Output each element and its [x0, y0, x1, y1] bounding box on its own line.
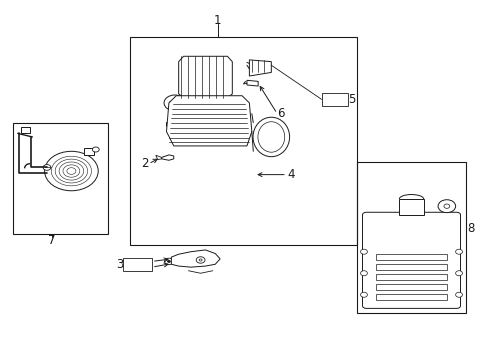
Bar	[83, 148, 94, 155]
Polygon shape	[171, 250, 220, 267]
Circle shape	[164, 258, 173, 265]
Text: 5: 5	[347, 93, 355, 106]
Bar	[21, 127, 30, 134]
Bar	[375, 253, 446, 260]
Circle shape	[360, 271, 366, 276]
Polygon shape	[156, 155, 161, 159]
Circle shape	[44, 151, 98, 191]
Circle shape	[455, 292, 462, 297]
Bar	[375, 264, 446, 270]
Circle shape	[455, 249, 462, 254]
Bar	[13, 123, 108, 234]
Bar	[321, 93, 347, 106]
Circle shape	[43, 165, 51, 170]
Bar	[130, 37, 356, 244]
Ellipse shape	[257, 122, 284, 152]
Polygon shape	[249, 60, 271, 76]
Bar	[356, 162, 466, 313]
Bar	[375, 294, 446, 300]
Text: 2: 2	[141, 157, 148, 170]
Bar	[375, 274, 446, 280]
Bar	[166, 122, 183, 126]
Circle shape	[163, 95, 185, 111]
Circle shape	[360, 249, 366, 254]
Polygon shape	[178, 56, 232, 98]
Text: 3: 3	[116, 258, 123, 271]
Circle shape	[437, 200, 455, 213]
Circle shape	[455, 271, 462, 276]
Ellipse shape	[252, 117, 289, 157]
Bar	[170, 103, 178, 123]
Circle shape	[360, 292, 366, 297]
Circle shape	[196, 257, 204, 263]
Circle shape	[167, 260, 170, 262]
Polygon shape	[166, 96, 251, 146]
Text: 1: 1	[213, 14, 221, 27]
Polygon shape	[246, 80, 258, 86]
Bar	[122, 258, 152, 271]
Text: 8: 8	[467, 222, 474, 235]
Circle shape	[92, 147, 99, 152]
Text: 4: 4	[286, 168, 294, 181]
Bar	[399, 199, 423, 215]
Text: 6: 6	[277, 107, 284, 120]
FancyBboxPatch shape	[362, 212, 460, 309]
Bar	[375, 284, 446, 290]
Text: 7: 7	[48, 234, 56, 247]
Polygon shape	[161, 155, 173, 160]
